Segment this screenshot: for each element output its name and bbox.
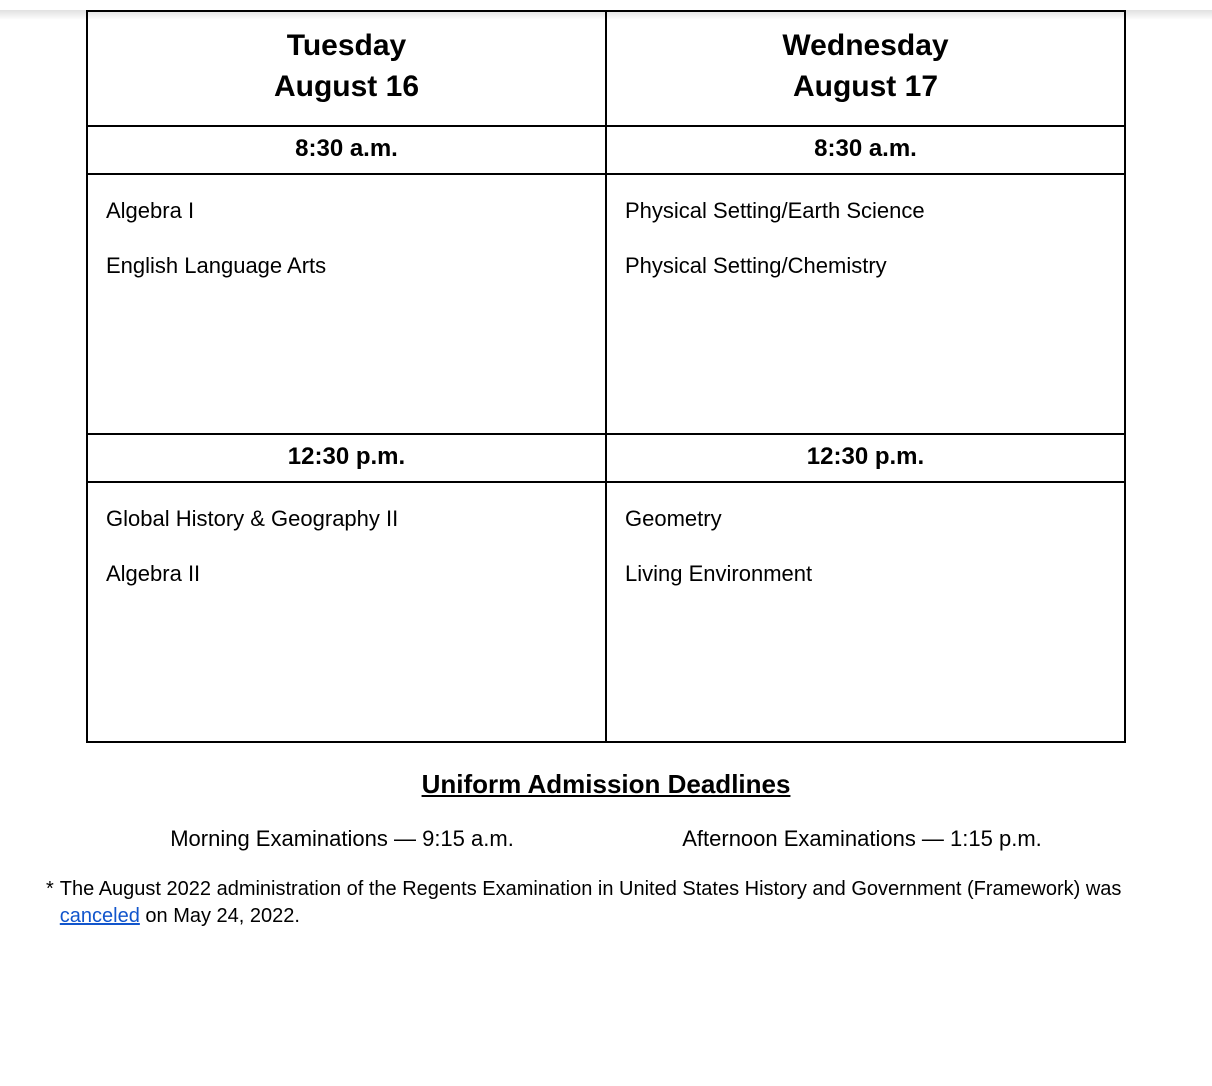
- footnote-marker: *: [46, 876, 60, 930]
- footnote: * The August 2022 administration of the …: [46, 876, 1166, 930]
- day-header-col0: Tuesday August 16: [87, 11, 606, 126]
- exam-cell-s0-c0: Algebra I English Language Arts: [87, 174, 606, 434]
- time-label: 8:30 a.m.: [814, 135, 917, 162]
- time-label: 12:30 p.m.: [807, 443, 924, 470]
- exam-cell-s1-c1: Geometry Living Environment: [606, 482, 1125, 742]
- exam-item: Global History & Geography II: [106, 505, 587, 534]
- time-header-s0-c0: 8:30 a.m.: [87, 126, 606, 174]
- time-label: 12:30 p.m.: [288, 443, 405, 470]
- exam-item: Physical Setting/Earth Science: [625, 197, 1106, 226]
- exam-cell-s1-c0: Global History & Geography II Algebra II: [87, 482, 606, 742]
- time-header-s1-c1: 12:30 p.m.: [606, 434, 1125, 482]
- footnote-text: The August 2022 administration of the Re…: [60, 876, 1166, 930]
- exam-schedule-table: Tuesday August 16 Wednesday August 17 8:…: [86, 10, 1126, 743]
- time-label: 8:30 a.m.: [295, 135, 398, 162]
- canceled-link[interactable]: canceled: [60, 905, 140, 927]
- day-name-0: Tuesday: [98, 26, 595, 67]
- exam-item: Algebra I: [106, 197, 587, 226]
- day-header-col1: Wednesday August 17: [606, 11, 1125, 126]
- exam-cell-s0-c1: Physical Setting/Earth Science Physical …: [606, 174, 1125, 434]
- exam-item: Algebra II: [106, 560, 587, 589]
- footnote-text-after: on May 24, 2022.: [140, 905, 300, 927]
- afternoon-exam-deadline: Afternoon Examinations — 1:15 p.m.: [682, 826, 1042, 852]
- deadlines-row: Morning Examinations — 9:15 a.m. Afterno…: [86, 826, 1126, 852]
- morning-exam-deadline: Morning Examinations — 9:15 a.m.: [170, 826, 514, 852]
- time-header-s0-c1: 8:30 a.m.: [606, 126, 1125, 174]
- footnote-text-before: The August 2022 administration of the Re…: [60, 878, 1122, 900]
- exam-item: Geometry: [625, 505, 1106, 534]
- day-name-1: Wednesday: [617, 26, 1114, 67]
- time-header-s1-c0: 12:30 p.m.: [87, 434, 606, 482]
- deadlines-title: Uniform Admission Deadlines: [0, 769, 1212, 800]
- day-date-1: August 17: [617, 67, 1114, 108]
- exam-item: Physical Setting/Chemistry: [625, 252, 1106, 281]
- day-date-0: August 16: [98, 67, 595, 108]
- exam-item: Living Environment: [625, 560, 1106, 589]
- exam-item: English Language Arts: [106, 252, 587, 281]
